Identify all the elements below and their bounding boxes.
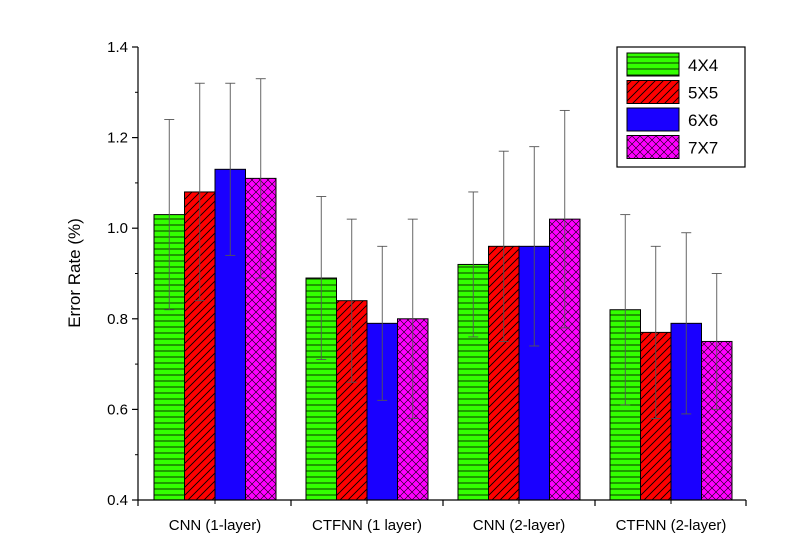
y-axis-title: Error Rate (%)	[65, 218, 84, 328]
legend: 4X4 5X5 6X6 7X7	[616, 46, 746, 168]
legend-swatch	[626, 80, 680, 104]
y-tick-label: 0.6	[107, 401, 128, 418]
x-tick-label: CNN (2-layer)	[473, 517, 566, 534]
x-tick-label: CTFNN (2-layer)	[616, 517, 727, 534]
legend-swatch	[626, 107, 680, 132]
legend-swatch	[626, 52, 680, 77]
y-tick-label: 0.4	[107, 492, 128, 509]
y-tick-label: 1.0	[107, 220, 128, 237]
bars-layer	[153, 168, 733, 501]
legend-swatch	[626, 135, 680, 159]
legend-label: 5X5	[688, 84, 718, 103]
error-bars-layer	[164, 78, 722, 419]
legend-label: 4X4	[688, 56, 718, 75]
legend-label: 7X7	[688, 139, 718, 158]
y-tick-label: 1.4	[107, 39, 128, 56]
y-tick-label: 1.2	[107, 130, 128, 147]
x-tick-label: CNN (1-layer)	[169, 517, 262, 534]
y-tick-label: 0.8	[107, 311, 128, 328]
legend-label: 6X6	[688, 111, 718, 130]
x-tick-label: CTFNN (1 layer)	[312, 517, 422, 534]
x-ticks: CNN (1-layer) CTFNN (1 layer) CNN (2-layer…	[137, 500, 747, 534]
y-ticks: 0.4 0.6 0.8 1.0 1.2 1.4	[107, 39, 138, 509]
